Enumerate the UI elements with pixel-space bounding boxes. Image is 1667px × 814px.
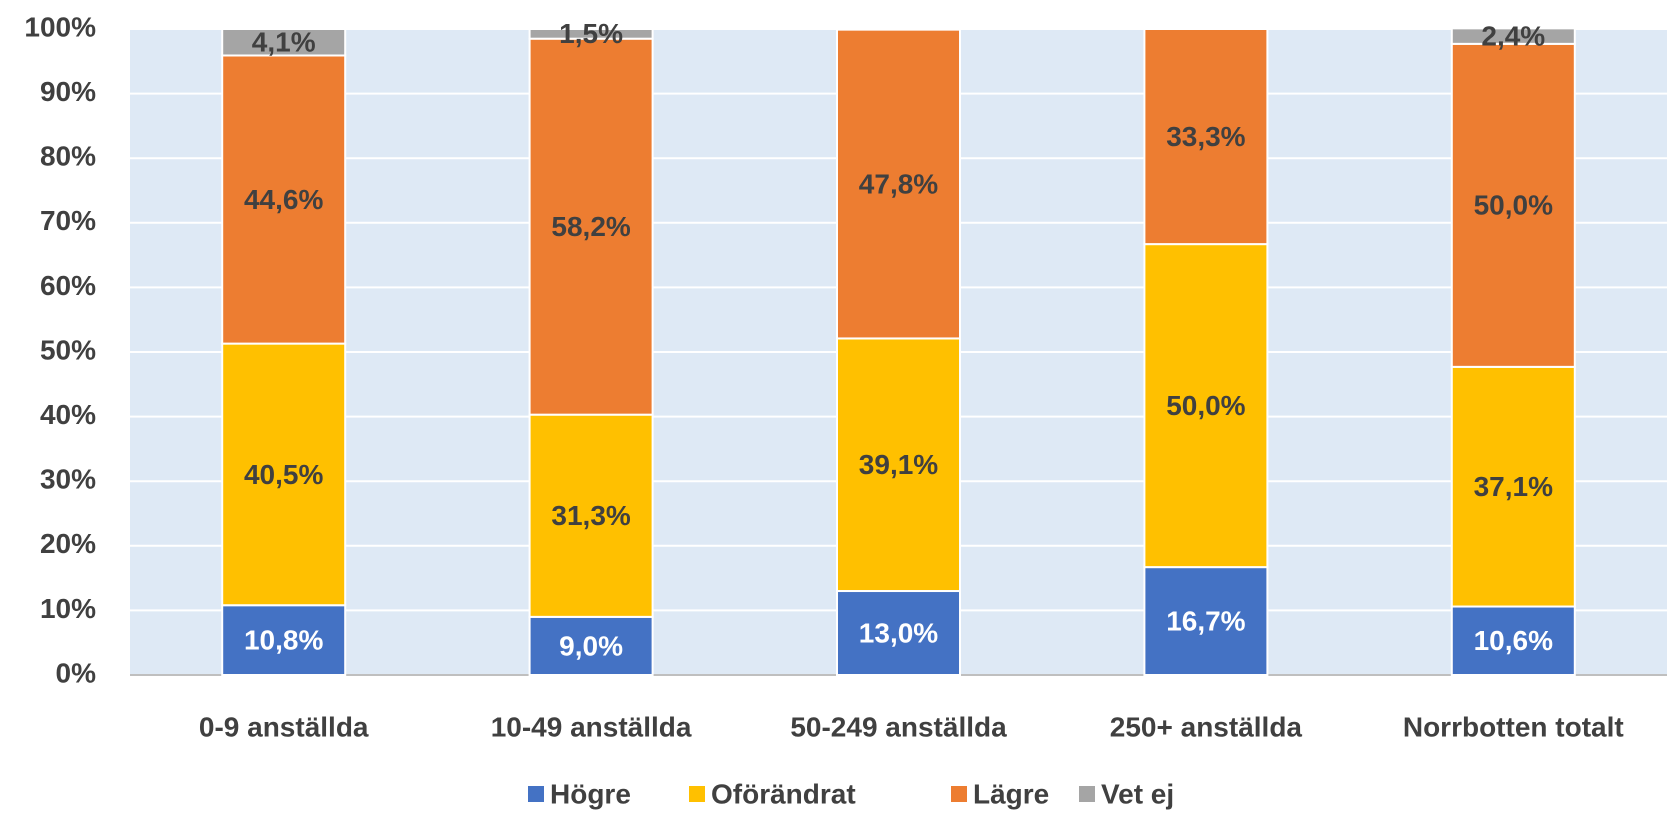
bar-segment xyxy=(528,37,654,416)
y-tick-label: 80% xyxy=(40,141,96,172)
x-tick-label: 50-249 anställda xyxy=(790,711,1007,742)
legend-swatch xyxy=(528,786,544,802)
y-tick-label: 70% xyxy=(40,205,96,236)
data-label: 2,4% xyxy=(1481,20,1545,51)
data-label: 1,5% xyxy=(559,18,623,49)
data-label: 50,0% xyxy=(1166,390,1245,421)
bar-segment xyxy=(1450,42,1576,368)
bar-segment xyxy=(1143,28,1269,246)
data-label: 58,2% xyxy=(551,211,630,242)
legend-swatch xyxy=(1079,786,1095,802)
bar-segment xyxy=(1143,566,1269,676)
legend-label: Oförändrat xyxy=(711,778,856,809)
legend-swatch xyxy=(689,786,705,802)
x-tick-label: 250+ anställda xyxy=(1110,711,1303,742)
y-tick-label: 0% xyxy=(56,657,97,688)
y-tick-label: 10% xyxy=(40,593,96,624)
y-tick-label: 50% xyxy=(40,334,96,365)
y-tick-label: 20% xyxy=(40,528,96,559)
data-label: 37,1% xyxy=(1474,471,1553,502)
bar-segment xyxy=(836,590,961,677)
legend-label: Lägre xyxy=(973,778,1049,809)
bar-segment xyxy=(221,28,347,57)
data-label: 10,6% xyxy=(1474,625,1553,656)
legend-label: Vet ej xyxy=(1101,778,1174,809)
y-tick-label: 100% xyxy=(24,11,96,42)
data-label: 10,8% xyxy=(244,625,323,656)
bar-segment xyxy=(836,28,961,340)
data-label: 4,1% xyxy=(252,27,316,58)
bar-segment xyxy=(221,604,347,676)
bar-segment xyxy=(1450,27,1576,45)
data-label: 40,5% xyxy=(244,459,323,490)
bar-segment xyxy=(1450,605,1576,676)
legend-swatch xyxy=(951,786,967,802)
data-label: 33,3% xyxy=(1166,121,1245,152)
bar-segment xyxy=(528,28,654,40)
data-label: 50,0% xyxy=(1474,190,1553,221)
data-label: 16,7% xyxy=(1166,605,1245,636)
x-tick-label: 10-49 anställda xyxy=(491,711,692,742)
y-tick-label: 90% xyxy=(40,76,96,107)
y-tick-label: 30% xyxy=(40,464,96,495)
bar-segment xyxy=(528,413,654,618)
y-tick-label: 60% xyxy=(40,270,96,301)
bar-segment xyxy=(1450,365,1576,608)
x-tick-label: Norrbotten totalt xyxy=(1403,711,1624,742)
data-label: 47,8% xyxy=(859,168,938,199)
data-label: 13,0% xyxy=(859,617,938,648)
data-label: 39,1% xyxy=(859,449,938,480)
data-label: 9,0% xyxy=(559,630,623,661)
bar-segment xyxy=(221,342,347,607)
bar-segment xyxy=(528,615,654,676)
legend-label: Högre xyxy=(550,778,631,809)
x-tick-label: 0-9 anställda xyxy=(199,711,369,742)
y-tick-label: 40% xyxy=(40,399,96,430)
data-label: 31,3% xyxy=(551,500,630,531)
bar-segment xyxy=(221,54,347,345)
data-label: 44,6% xyxy=(244,184,323,215)
bar-segment xyxy=(836,337,961,593)
bar-segment xyxy=(1143,243,1269,569)
